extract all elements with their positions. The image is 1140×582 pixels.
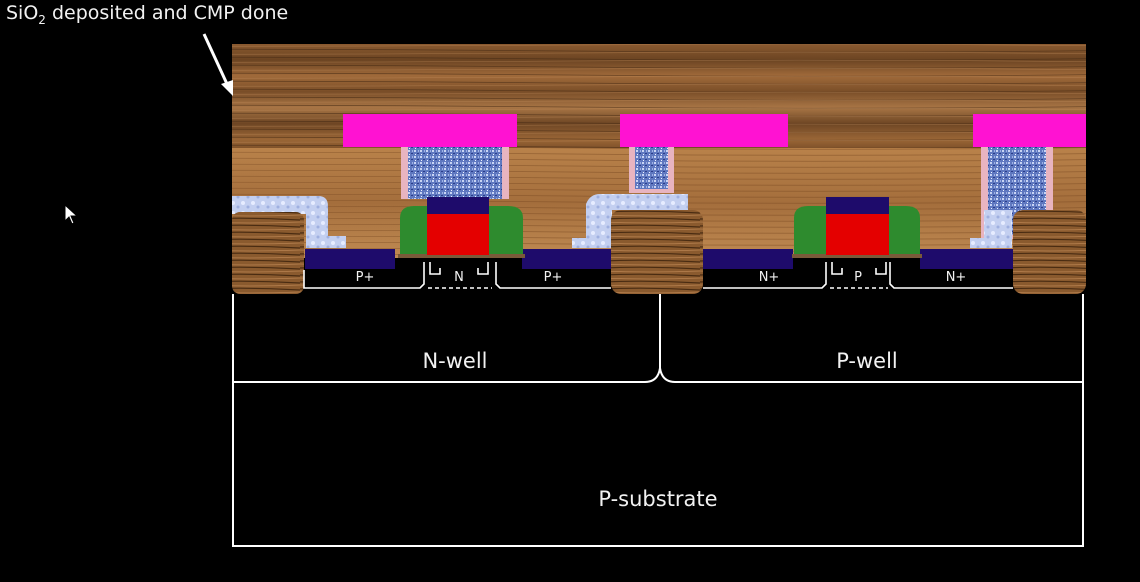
pmos-channel-ldd [429, 262, 489, 275]
metal-line-1 [343, 114, 517, 147]
caption-subscript: 2 [38, 12, 46, 27]
pmos-source-outline [303, 262, 425, 289]
contact-plug-2 [635, 147, 668, 189]
nmos-drain-label: N+ [946, 270, 967, 285]
nmos-channel-label: P [854, 270, 862, 285]
silicide-nmos-drain [920, 249, 1013, 269]
n-well-label: N-well [422, 349, 487, 373]
pmos-gate-poly [427, 213, 489, 255]
sti-liner-middle [572, 194, 688, 248]
nmos-drain-outline [889, 262, 1013, 289]
pmos-source-label: P+ [356, 270, 375, 285]
nmos-gate-oxide [792, 254, 922, 258]
sti-block-middle [611, 210, 703, 294]
metal-line-2 [620, 114, 788, 147]
pmos-drain-outline [495, 262, 611, 289]
sti-liner-left [232, 196, 346, 248]
nmos-channel-ldd [831, 262, 887, 275]
caption-prefix: SiO [6, 2, 39, 24]
pmos-gate-silicide [427, 197, 489, 214]
implant-outlines [303, 262, 1013, 289]
p-substrate-label: P-substrate [598, 487, 717, 511]
contact-plug-1 [408, 147, 502, 199]
step-caption: SiO2 deposited and CMP done [6, 2, 288, 27]
mouse-pointer-icon [64, 204, 79, 225]
nmos-source-outline [703, 262, 827, 289]
nmos-gate-poly [826, 213, 889, 255]
silicide-pmos-drain [522, 249, 611, 269]
sti-block-left [232, 212, 304, 294]
metal-line-3 [973, 114, 1086, 147]
p-well-label: P-well [836, 349, 898, 373]
nmos-gate-silicide [826, 197, 889, 214]
substrate-outline [232, 294, 1084, 547]
caption-arrow [202, 33, 233, 96]
pmos-channel-label: N [454, 270, 464, 285]
silicide-nmos-source [703, 249, 793, 269]
silicide-pmos-source [305, 249, 395, 269]
nmos-source-label: N+ [759, 270, 780, 285]
sti-liner-right [970, 210, 1012, 248]
well-outlines [232, 294, 1084, 547]
pmos-drain-label: P+ [544, 270, 563, 285]
pmos-gate-oxide [398, 254, 525, 258]
well-boundary [233, 294, 1083, 383]
sti-block-right [1013, 210, 1086, 294]
caption-suffix: deposited and CMP done [45, 2, 289, 24]
